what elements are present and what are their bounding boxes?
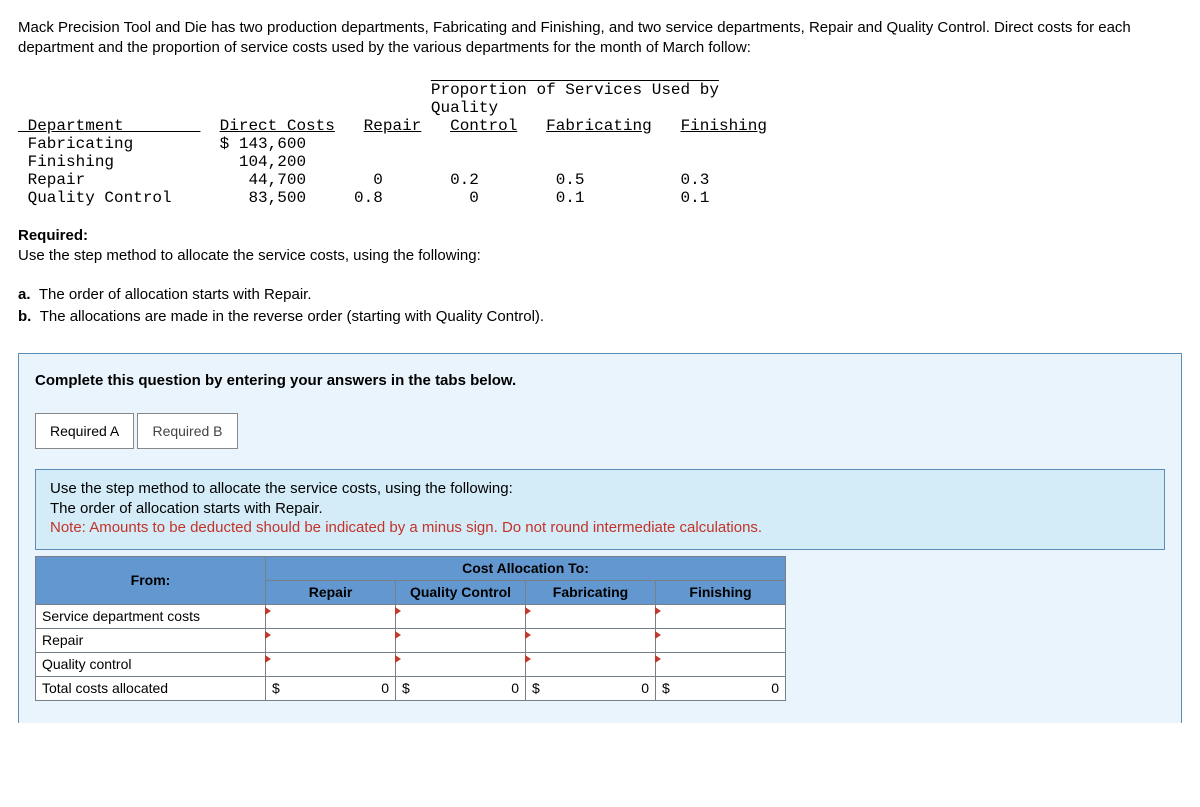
col-direct: Direct Costs — [220, 117, 335, 135]
item-b: The allocations are made in the reverse … — [40, 308, 544, 325]
instruction-box: Use the step method to allocate the serv… — [35, 469, 1165, 550]
proportion-table: Proportion of Services Used by Quality D… — [18, 81, 1182, 207]
instr-note: Note: Amounts to be deducted should be i… — [50, 518, 1150, 538]
col-repair: Repair — [266, 580, 396, 604]
row-service-dept-costs: Service department costs — [36, 604, 266, 628]
tab-required-a[interactable]: Required A — [35, 413, 134, 449]
table-row: Repair — [36, 628, 786, 652]
input-cell[interactable] — [656, 628, 786, 652]
row-repair: Repair — [36, 628, 266, 652]
input-cell[interactable] — [526, 604, 656, 628]
tab-required-b[interactable]: Required B — [137, 413, 237, 449]
input-cell[interactable] — [526, 652, 656, 676]
intro-paragraph: Mack Precision Tool and Die has two prod… — [18, 18, 1182, 59]
table-row: Quality control — [36, 652, 786, 676]
row-quality-control: Quality control — [36, 652, 266, 676]
col-department: Department — [18, 117, 200, 135]
ab-list: a. The order of allocation starts with R… — [18, 284, 1182, 328]
required-label: Required: — [18, 227, 1182, 244]
input-cell[interactable] — [526, 628, 656, 652]
from-header: From: — [36, 556, 266, 604]
item-a: The order of allocation starts with Repa… — [39, 286, 312, 303]
total-qc: $0 — [396, 676, 526, 700]
table-row: Total costs allocated $0 $0 $0 $0 — [36, 676, 786, 700]
row-total-costs: Total costs allocated — [36, 676, 266, 700]
hint-panel: Complete this question by entering your … — [18, 353, 1182, 723]
total-fin: $0 — [656, 676, 786, 700]
instr-line2: The order of allocation starts with Repa… — [50, 499, 1150, 519]
input-cell[interactable] — [266, 628, 396, 652]
col-fabricating: Fabricating — [526, 580, 656, 604]
input-cell[interactable] — [396, 628, 526, 652]
col-quality-control: Quality Control — [396, 580, 526, 604]
allocation-table: From: Cost Allocation To: Repair Quality… — [35, 556, 786, 701]
required-desc: Use the step method to allocate the serv… — [18, 246, 1182, 266]
top-header: Cost Allocation To: — [266, 556, 786, 580]
tab-bar: Required A Required B — [35, 413, 1165, 449]
input-cell[interactable] — [396, 604, 526, 628]
input-cell[interactable] — [266, 604, 396, 628]
table-row: Service department costs — [36, 604, 786, 628]
input-cell[interactable] — [656, 604, 786, 628]
input-cell[interactable] — [266, 652, 396, 676]
total-repair: $0 — [266, 676, 396, 700]
panel-hint: Complete this question by entering your … — [35, 372, 1165, 389]
col-finishing: Finishing — [656, 580, 786, 604]
input-cell[interactable] — [656, 652, 786, 676]
instr-line1: Use the step method to allocate the serv… — [50, 479, 1150, 499]
total-fab: $0 — [526, 676, 656, 700]
input-cell[interactable] — [396, 652, 526, 676]
